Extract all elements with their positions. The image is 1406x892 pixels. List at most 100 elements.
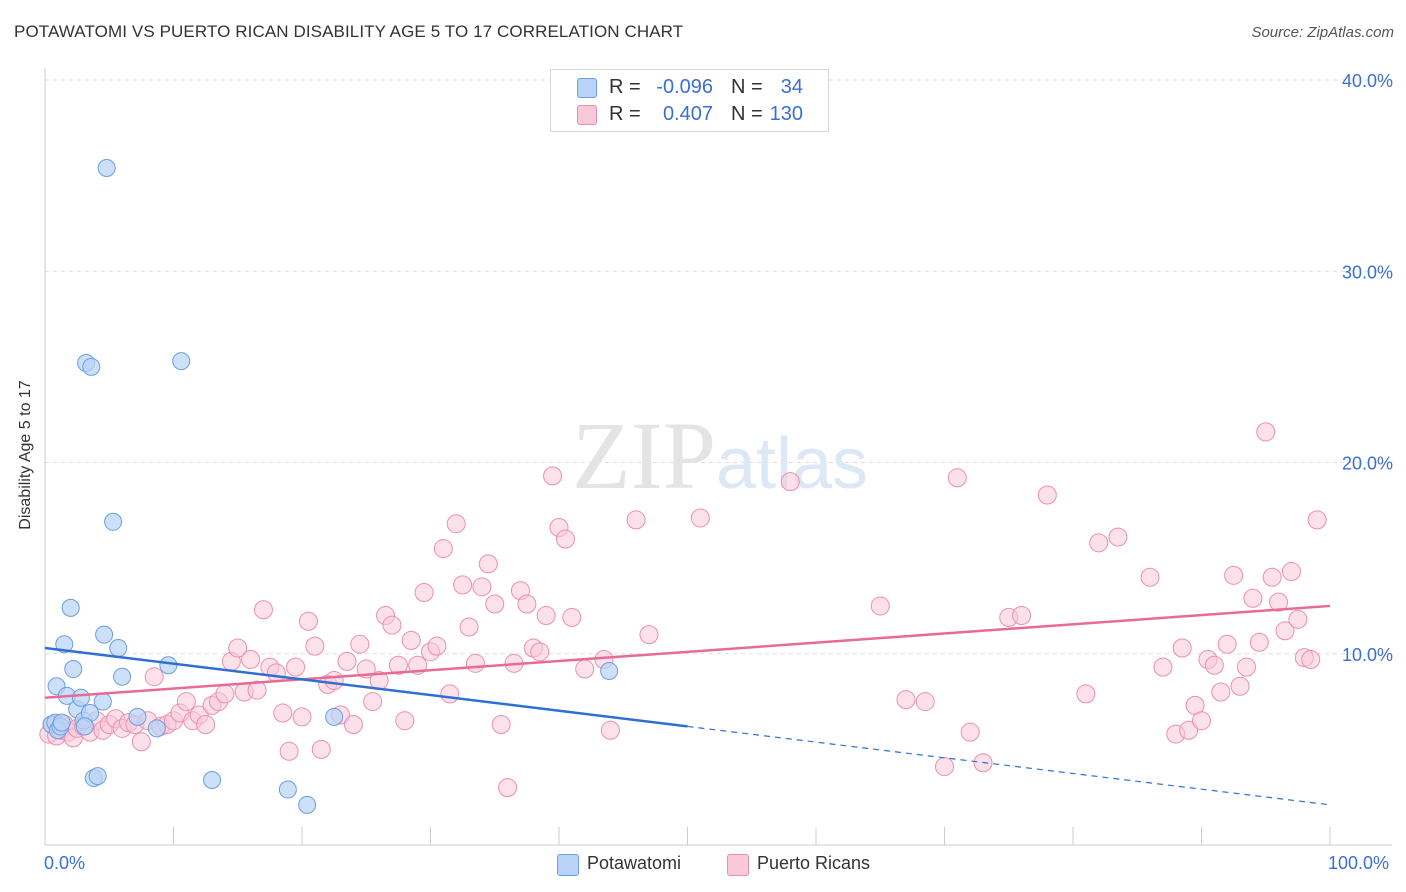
puerto-ricans-point: [395, 711, 415, 731]
potawatomi-swatch: [577, 78, 597, 98]
puerto-ricans-point: [1230, 676, 1250, 696]
puerto-ricans-point: [491, 715, 511, 735]
chart-title: POTAWATOMI VS PUERTO RICAN DISABILITY AG…: [14, 22, 684, 41]
puerto-ricans-point: [253, 600, 273, 620]
puerto-ricans-swatch: [577, 105, 597, 125]
puerto-ricans-point: [530, 642, 550, 662]
puerto-ricans-point: [780, 472, 800, 492]
puerto-ricans-point: [382, 615, 402, 635]
source-credit: Source: ZipAtlas.com: [1251, 24, 1394, 41]
potawatomi-point: [109, 639, 128, 658]
potawatomi-point: [97, 158, 116, 177]
puerto-ricans-point: [935, 757, 954, 777]
potawatomi-point: [82, 357, 101, 376]
puerto-ricans-point: [498, 778, 518, 798]
puerto-ricans-point: [292, 707, 312, 727]
potawatomi-point: [61, 598, 80, 617]
potawatomi-point: [113, 667, 132, 686]
potawatomi-point: [88, 767, 107, 786]
puerto-ricans-point: [388, 655, 408, 675]
y-tick-label: 10.0%: [1342, 645, 1393, 665]
puerto-ricans-point: [440, 684, 460, 704]
x-tick-label-max: 100.0%: [1328, 853, 1390, 873]
potawatomi-legend-swatch: [557, 854, 579, 876]
puerto-ricans-point: [1224, 565, 1244, 585]
puerto-ricans-point: [363, 692, 383, 712]
y-tick-label: 30.0%: [1342, 262, 1393, 282]
potawatomi-point: [64, 660, 83, 679]
puerto-ricans-point: [1108, 527, 1128, 547]
puerto-ricans-point: [536, 606, 556, 625]
puerto-ricans-point: [459, 617, 479, 637]
potawatomi-point: [75, 717, 94, 736]
puerto-ricans-point: [324, 671, 344, 691]
puerto-ricans-point: [1217, 634, 1237, 654]
puerto-ricans-point: [241, 649, 261, 669]
puerto-ricans-point: [1172, 638, 1192, 658]
puerto-ricans-trend-line: [44, 604, 1331, 699]
correlation-legend: R = -0.096 N = 34 R = 0.407 N = 130: [550, 69, 829, 132]
puerto-ricans-point: [343, 715, 363, 735]
watermark-zip: ZIP: [572, 402, 716, 509]
legend-row-puerto-ricans: R = 0.407 N = 130: [551, 101, 828, 127]
puerto-ricans-point: [1288, 609, 1308, 629]
potawatomi-point: [93, 692, 112, 711]
puerto-ricans-point: [485, 594, 505, 614]
puerto-ricans-point: [1140, 567, 1160, 587]
puerto-ricans-point: [1301, 649, 1321, 669]
puerto-ricans-point: [215, 684, 235, 704]
potawatomi-trend-extension: [687, 725, 1331, 806]
puerto-ricans-point: [960, 722, 980, 742]
puerto-ricans-point: [1179, 720, 1199, 740]
puerto-ricans-point: [690, 508, 710, 528]
puerto-ricans-point: [1256, 422, 1276, 442]
puerto-ricans-point: [228, 638, 248, 658]
potawatomi-point: [203, 770, 222, 789]
x-tick-label-min: 0.0%: [44, 853, 86, 873]
puerto-ricans-point: [337, 651, 357, 671]
puerto-ricans-legend-swatch: [727, 854, 749, 876]
puerto-ricans-legend-label: Puerto Ricans: [757, 853, 871, 873]
potawatomi-point: [159, 656, 178, 675]
n-value: 130: [769, 103, 803, 125]
puerto-ricans-point: [1236, 657, 1256, 677]
n-value: 34: [780, 76, 803, 98]
puerto-ricans-point: [196, 715, 216, 735]
r-label: R =: [609, 103, 641, 125]
trend-lines: [44, 604, 1331, 806]
puerto-ricans-point: [401, 630, 421, 650]
puerto-ricans-point: [1269, 592, 1289, 612]
n-label: N =: [731, 103, 763, 125]
potawatomi-point: [278, 780, 297, 799]
puerto-ricans-point: [472, 577, 492, 597]
puerto-ricans-point: [427, 636, 447, 656]
puerto-ricans-point: [350, 634, 370, 654]
puerto-ricans-point: [1204, 655, 1224, 675]
puerto-ricans-point: [446, 514, 466, 534]
puerto-ricans-point: [1037, 485, 1057, 505]
r-label: R =: [609, 76, 641, 98]
puerto-ricans-point: [453, 575, 473, 595]
puerto-ricans-point: [1089, 533, 1109, 553]
r-value: -0.096: [656, 76, 713, 98]
potawatomi-point: [172, 352, 191, 371]
puerto-ricans-point: [575, 659, 595, 679]
legend-row-potawatomi: R = -0.096 N = 34: [551, 74, 828, 100]
gridlines: [45, 79, 1392, 655]
y-tick-labels: 10.0% 20.0% 30.0% 40.0%: [1342, 71, 1393, 665]
puerto-ricans-point: [465, 653, 485, 673]
puerto-ricans-point: [279, 741, 299, 761]
puerto-ricans-point: [639, 625, 659, 645]
puerto-ricans-point: [1076, 684, 1096, 704]
potawatomi-point: [325, 707, 344, 726]
puerto-ricans-point: [433, 539, 453, 559]
puerto-ricans-point: [1211, 682, 1231, 702]
potawatomi-legend-label: Potawatomi: [587, 853, 682, 873]
puerto-ricans-point: [144, 667, 164, 687]
puerto-ricans-point: [1192, 711, 1211, 731]
puerto-ricans-point: [562, 607, 582, 627]
puerto-ricans-point: [555, 529, 575, 549]
n-label: N =: [731, 76, 763, 98]
puerto-ricans-point: [1281, 562, 1301, 582]
